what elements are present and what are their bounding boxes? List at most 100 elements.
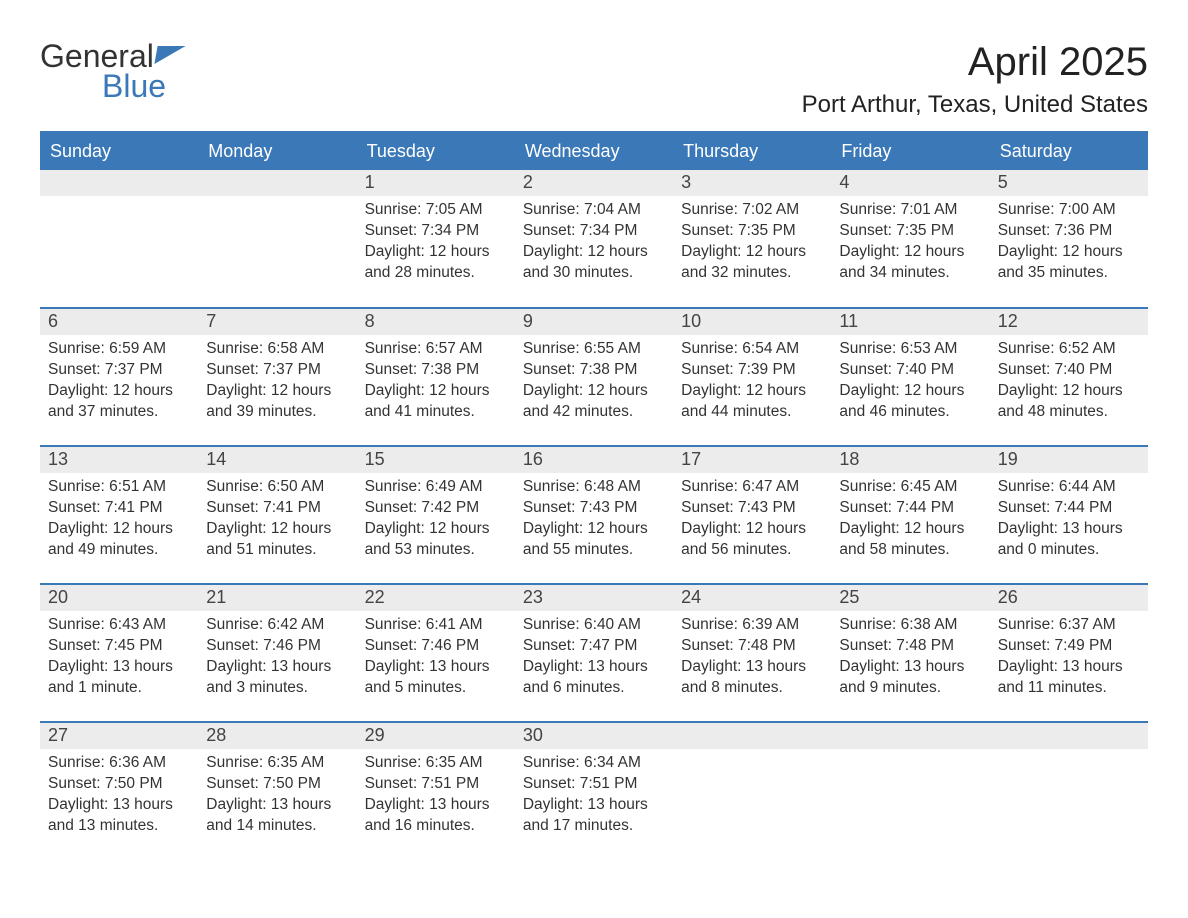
day-details: Sunrise: 6:51 AMSunset: 7:41 PMDaylight:… bbox=[40, 473, 198, 567]
calendar-day-cell: 23Sunrise: 6:40 AMSunset: 7:47 PMDayligh… bbox=[515, 584, 673, 722]
calendar-day-cell: 2Sunrise: 7:04 AMSunset: 7:34 PMDaylight… bbox=[515, 170, 673, 308]
calendar-day-cell: 20Sunrise: 6:43 AMSunset: 7:45 PMDayligh… bbox=[40, 584, 198, 722]
sunrise-text: Sunrise: 6:35 AM bbox=[206, 753, 348, 774]
calendar-day-cell: 26Sunrise: 6:37 AMSunset: 7:49 PMDayligh… bbox=[990, 584, 1148, 722]
day-details bbox=[831, 749, 989, 839]
location-subtitle: Port Arthur, Texas, United States bbox=[802, 91, 1148, 119]
sunrise-text: Sunrise: 6:36 AM bbox=[48, 753, 190, 774]
day-details: Sunrise: 6:34 AMSunset: 7:51 PMDaylight:… bbox=[515, 749, 673, 843]
day-details: Sunrise: 6:52 AMSunset: 7:40 PMDaylight:… bbox=[990, 335, 1148, 429]
sunrise-text: Sunrise: 6:59 AM bbox=[48, 339, 190, 360]
sunset-text: Sunset: 7:48 PM bbox=[839, 636, 981, 657]
calendar-day-cell: 7Sunrise: 6:58 AMSunset: 7:37 PMDaylight… bbox=[198, 308, 356, 446]
weekday-header: Monday bbox=[198, 133, 356, 170]
sunrise-text: Sunrise: 6:57 AM bbox=[365, 339, 507, 360]
sunset-text: Sunset: 7:34 PM bbox=[365, 221, 507, 242]
sunset-text: Sunset: 7:48 PM bbox=[681, 636, 823, 657]
daylight-text: Daylight: 13 hours and 5 minutes. bbox=[365, 657, 507, 699]
sunset-text: Sunset: 7:41 PM bbox=[206, 498, 348, 519]
sunset-text: Sunset: 7:46 PM bbox=[365, 636, 507, 657]
sunrise-text: Sunrise: 6:48 AM bbox=[523, 477, 665, 498]
calendar-day-cell: 21Sunrise: 6:42 AMSunset: 7:46 PMDayligh… bbox=[198, 584, 356, 722]
sunrise-text: Sunrise: 7:00 AM bbox=[998, 200, 1140, 221]
daylight-text: Daylight: 13 hours and 9 minutes. bbox=[839, 657, 981, 699]
day-number: 28 bbox=[198, 723, 356, 749]
day-details bbox=[673, 749, 831, 839]
sunrise-text: Sunrise: 6:50 AM bbox=[206, 477, 348, 498]
day-details: Sunrise: 6:40 AMSunset: 7:47 PMDaylight:… bbox=[515, 611, 673, 705]
calendar-day-cell: 4 Sunrise: 7:01 AMSunset: 7:35 PMDaylight… bbox=[831, 170, 989, 308]
calendar-day-cell: 13Sunrise: 6:51 AMSunset: 7:41 PMDayligh… bbox=[40, 446, 198, 584]
calendar-table: Sunday Monday Tuesday Wednesday Thursday… bbox=[40, 133, 1148, 860]
day-details: Sunrise: 6:49 AMSunset: 7:42 PMDaylight:… bbox=[357, 473, 515, 567]
sunrise-text: Sunrise: 6:52 AM bbox=[998, 339, 1140, 360]
sunset-text: Sunset: 7:47 PM bbox=[523, 636, 665, 657]
day-number: 22 bbox=[357, 585, 515, 611]
sunset-text: Sunset: 7:40 PM bbox=[839, 360, 981, 381]
day-number: 11 bbox=[831, 309, 989, 335]
day-details: Sunrise: 6:36 AMSunset: 7:50 PMDaylight:… bbox=[40, 749, 198, 843]
day-number: 14 bbox=[198, 447, 356, 473]
sunset-text: Sunset: 7:42 PM bbox=[365, 498, 507, 519]
sunset-text: Sunset: 7:35 PM bbox=[839, 221, 981, 242]
calendar-day-cell: 25Sunrise: 6:38 AMSunset: 7:48 PMDayligh… bbox=[831, 584, 989, 722]
day-details: Sunrise: 6:57 AMSunset: 7:38 PMDaylight:… bbox=[357, 335, 515, 429]
sunset-text: Sunset: 7:35 PM bbox=[681, 221, 823, 242]
daylight-text: Daylight: 13 hours and 8 minutes. bbox=[681, 657, 823, 699]
day-number bbox=[831, 723, 989, 749]
sunrise-text: Sunrise: 6:43 AM bbox=[48, 615, 190, 636]
calendar-day-cell: 30Sunrise: 6:34 AMSunset: 7:51 PMDayligh… bbox=[515, 722, 673, 860]
sunset-text: Sunset: 7:45 PM bbox=[48, 636, 190, 657]
day-details: Sunrise: 7:05 AMSunset: 7:34 PMDaylight:… bbox=[357, 196, 515, 290]
sunset-text: Sunset: 7:40 PM bbox=[998, 360, 1140, 381]
day-details: Sunrise: 7:02 AMSunset: 7:35 PMDaylight:… bbox=[673, 196, 831, 290]
day-number: 15 bbox=[357, 447, 515, 473]
sunrise-text: Sunrise: 6:51 AM bbox=[48, 477, 190, 498]
sunset-text: Sunset: 7:38 PM bbox=[365, 360, 507, 381]
calendar-day-cell: 15Sunrise: 6:49 AMSunset: 7:42 PMDayligh… bbox=[357, 446, 515, 584]
day-details: Sunrise: 6:45 AMSunset: 7:44 PMDaylight:… bbox=[831, 473, 989, 567]
day-number: 17 bbox=[673, 447, 831, 473]
calendar-day-cell: 5Sunrise: 7:00 AMSunset: 7:36 PMDaylight… bbox=[990, 170, 1148, 308]
day-number bbox=[990, 723, 1148, 749]
month-title: April 2025 bbox=[802, 40, 1148, 85]
sunrise-text: Sunrise: 7:04 AM bbox=[523, 200, 665, 221]
day-number: 13 bbox=[40, 447, 198, 473]
day-details: Sunrise: 6:47 AMSunset: 7:43 PMDaylight:… bbox=[673, 473, 831, 567]
calendar-day-cell: 16Sunrise: 6:48 AMSunset: 7:43 PMDayligh… bbox=[515, 446, 673, 584]
sunrise-text: Sunrise: 7:01 AM bbox=[839, 200, 981, 221]
daylight-text: Daylight: 12 hours and 34 minutes. bbox=[839, 242, 981, 284]
sunset-text: Sunset: 7:51 PM bbox=[523, 774, 665, 795]
sunrise-text: Sunrise: 6:53 AM bbox=[839, 339, 981, 360]
calendar-week-row: 13Sunrise: 6:51 AMSunset: 7:41 PMDayligh… bbox=[40, 446, 1148, 584]
day-number: 29 bbox=[357, 723, 515, 749]
calendar-day-cell: 29Sunrise: 6:35 AMSunset: 7:51 PMDayligh… bbox=[357, 722, 515, 860]
sunrise-text: Sunrise: 6:38 AM bbox=[839, 615, 981, 636]
sunset-text: Sunset: 7:50 PM bbox=[206, 774, 348, 795]
day-details: Sunrise: 6:58 AMSunset: 7:37 PMDaylight:… bbox=[198, 335, 356, 429]
day-number: 3 bbox=[673, 170, 831, 196]
calendar-day-cell bbox=[673, 722, 831, 860]
day-details: Sunrise: 6:53 AMSunset: 7:40 PMDaylight:… bbox=[831, 335, 989, 429]
daylight-text: Daylight: 12 hours and 58 minutes. bbox=[839, 519, 981, 561]
calendar-day-cell: 18Sunrise: 6:45 AMSunset: 7:44 PMDayligh… bbox=[831, 446, 989, 584]
sunrise-text: Sunrise: 6:55 AM bbox=[523, 339, 665, 360]
sunset-text: Sunset: 7:41 PM bbox=[48, 498, 190, 519]
day-number: 4 bbox=[831, 170, 989, 196]
sunset-text: Sunset: 7:38 PM bbox=[523, 360, 665, 381]
brand-flag-icon bbox=[154, 46, 185, 64]
daylight-text: Daylight: 13 hours and 11 minutes. bbox=[998, 657, 1140, 699]
daylight-text: Daylight: 12 hours and 32 minutes. bbox=[681, 242, 823, 284]
sunrise-text: Sunrise: 6:37 AM bbox=[998, 615, 1140, 636]
sunrise-text: Sunrise: 6:44 AM bbox=[998, 477, 1140, 498]
day-details: Sunrise: 6:41 AMSunset: 7:46 PMDaylight:… bbox=[357, 611, 515, 705]
sunrise-text: Sunrise: 6:40 AM bbox=[523, 615, 665, 636]
daylight-text: Daylight: 12 hours and 35 minutes. bbox=[998, 242, 1140, 284]
calendar-day-cell: 24Sunrise: 6:39 AMSunset: 7:48 PMDayligh… bbox=[673, 584, 831, 722]
daylight-text: Daylight: 12 hours and 56 minutes. bbox=[681, 519, 823, 561]
day-number: 18 bbox=[831, 447, 989, 473]
day-number: 9 bbox=[515, 309, 673, 335]
calendar-day-cell: 1Sunrise: 7:05 AMSunset: 7:34 PMDaylight… bbox=[357, 170, 515, 308]
day-number: 30 bbox=[515, 723, 673, 749]
calendar-day-cell: 6Sunrise: 6:59 AMSunset: 7:37 PMDaylight… bbox=[40, 308, 198, 446]
